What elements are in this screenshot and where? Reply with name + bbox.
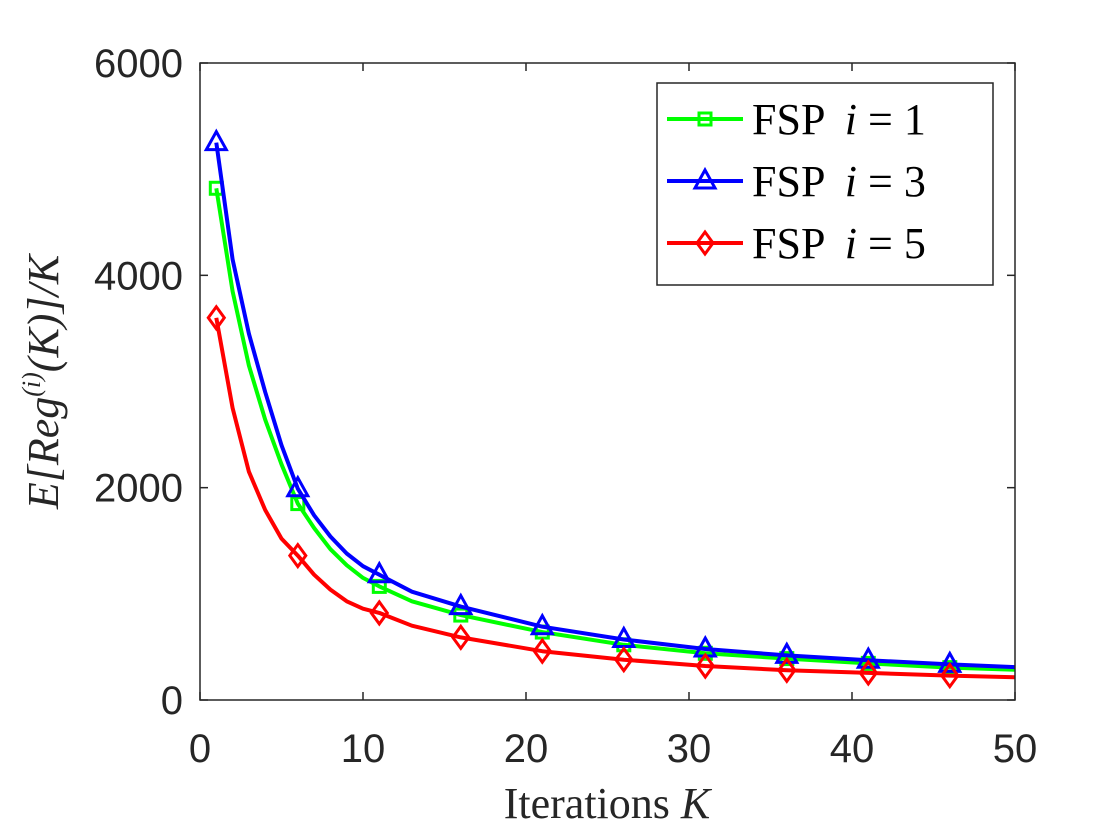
y-tick-label: 2000 <box>94 467 183 511</box>
series-layer <box>203 128 1016 690</box>
data-point-marker <box>287 542 308 570</box>
y-axis-label-tail: (K)]/K <box>19 252 68 372</box>
data-point-marker <box>203 128 229 152</box>
data-point-marker <box>532 637 553 665</box>
legend-swatch-marker <box>695 229 715 257</box>
y-axis-label-lead: E[Reg <box>19 397 68 510</box>
data-point-marker <box>937 650 963 673</box>
data-point-marker <box>939 662 960 690</box>
legend-label: FSP i = 5 <box>752 219 926 268</box>
series-line <box>214 142 1016 670</box>
data-point-marker <box>290 496 306 512</box>
data-point-marker <box>776 656 797 684</box>
data-point-marker <box>206 304 227 332</box>
y-axis-label-sup: (i) <box>17 372 46 397</box>
y-tick-label: 4000 <box>94 254 183 298</box>
x-tick-label: 10 <box>341 727 386 771</box>
data-point-marker <box>366 560 392 584</box>
legend-swatch-marker <box>697 111 713 127</box>
data-point-marker <box>613 646 634 674</box>
data-point-marker <box>860 655 876 671</box>
y-tick-label: 6000 <box>94 42 183 86</box>
data-point-marker <box>779 651 795 667</box>
x-axis-label-var: K <box>680 779 713 828</box>
data-point-marker <box>774 641 800 664</box>
axes-box <box>199 62 1016 701</box>
data-point-marker <box>695 652 716 680</box>
y-tick-label: 0 <box>161 679 183 723</box>
legend-label: FSP i = 3 <box>752 157 926 206</box>
legend-entries: FSP i = 1 FSP i = 3 FSP i = 5 <box>667 95 926 268</box>
data-point-marker <box>529 612 555 636</box>
x-axis-label-text: Iterations <box>504 779 681 828</box>
data-point-marker <box>855 646 881 669</box>
data-point-marker <box>858 659 879 687</box>
legend: FSP i = 1 FSP i = 3 FSP i = 5 <box>656 82 994 286</box>
x-axis-label: Iterations K <box>504 779 713 828</box>
y-axis-label: E[Reg(i)(K)]/K <box>17 252 68 510</box>
x-tick-label: 20 <box>504 727 549 771</box>
tick-layer: 0 10 20 30 40 50 0 2000 4000 6000 <box>94 42 1037 771</box>
data-point-marker <box>450 623 471 651</box>
data-point-marker <box>448 592 474 616</box>
x-tick-label: 50 <box>993 727 1038 771</box>
data-point-marker <box>369 599 390 627</box>
x-tick-label: 40 <box>830 727 875 771</box>
x-tick-label: 30 <box>667 727 712 771</box>
x-tick-label: 0 <box>189 727 211 771</box>
data-point-marker <box>285 474 311 498</box>
legend-swatch-marker <box>692 166 718 190</box>
legend-label: FSP i = 1 <box>752 95 926 144</box>
